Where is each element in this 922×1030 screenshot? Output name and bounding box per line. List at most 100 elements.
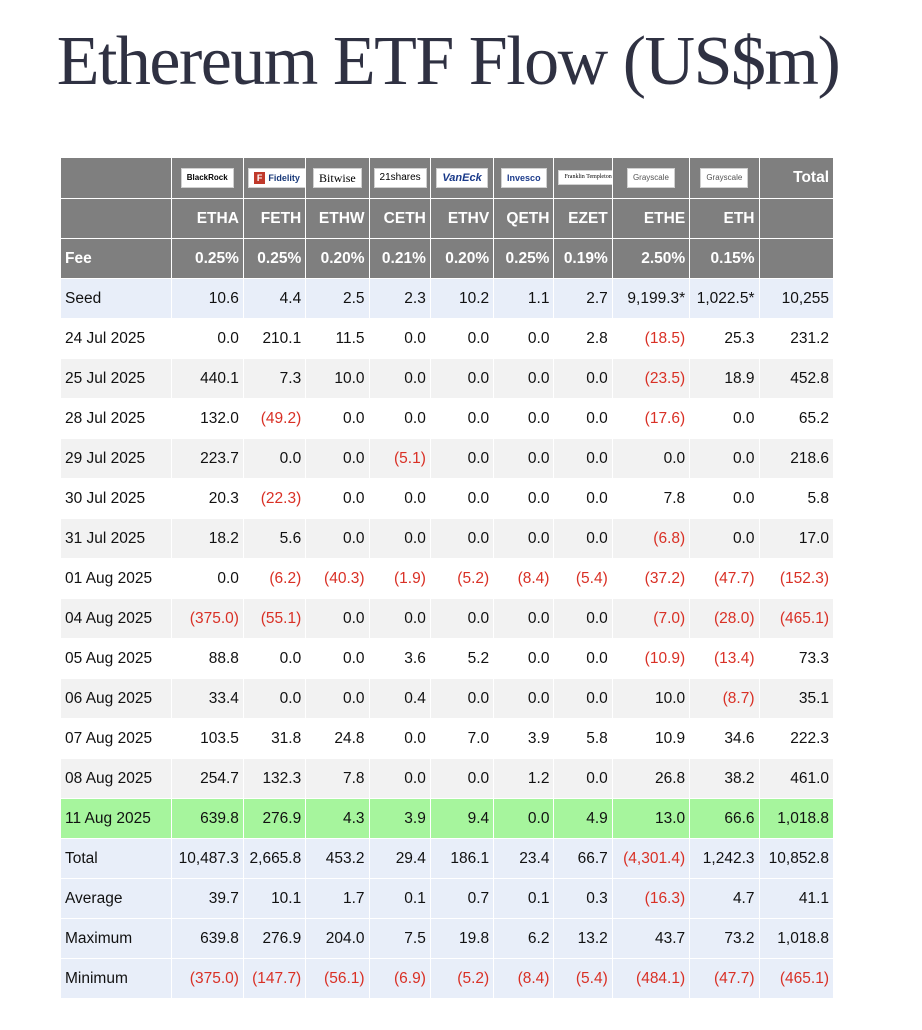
flow-value: 5.2 (429, 638, 495, 679)
flow-value: 0.0 (553, 638, 613, 679)
flow-value: 0.0 (429, 598, 495, 639)
flow-value: 0.0 (368, 398, 431, 439)
row-label: Average (60, 878, 172, 919)
table-row: 24 Jul 2025 0.0 210.1 11.5 0.0 0.0 0.0 2.8 (18.5… (60, 318, 834, 359)
flow-value: 10,852.8 (758, 838, 834, 879)
flow-value: 2.7 (553, 278, 613, 319)
issuer-cell: Bitwise (305, 157, 370, 199)
flow-value: 1,242.3 (689, 838, 760, 879)
flow-value: (465.1) (758, 958, 834, 999)
flow-value: 6.2 (493, 918, 555, 959)
flow-value: 0.0 (493, 358, 555, 399)
flow-value: 73.2 (689, 918, 760, 959)
flow-value: 0.0 (368, 478, 431, 519)
flow-value: 0.0 (242, 438, 307, 479)
table-row: Total 10,487.3 2,665.8 453.2 29.4 186.1 23.4 66… (60, 838, 834, 879)
total-header: Total (758, 157, 834, 199)
row-label: 30 Jul 2025 (60, 478, 172, 519)
issuer-cell: VanEck (429, 157, 495, 199)
flow-value: 1,018.8 (758, 918, 834, 959)
flow-value: (17.6) (611, 398, 691, 439)
flow-value: 0.0 (493, 798, 555, 839)
flow-value: 29.4 (368, 838, 431, 879)
flow-value: 276.9 (242, 918, 307, 959)
flow-value: 1.2 (493, 758, 555, 799)
flow-value: 0.0 (305, 638, 370, 679)
flow-value: (6.9) (368, 958, 431, 999)
fee-value: 0.25% (242, 238, 307, 279)
flow-value: 7.3 (242, 358, 307, 399)
flow-value: (5.2) (429, 558, 495, 599)
issuer-logo-row: BlackRock Fidelity Bitwise 21shares VanE… (60, 157, 834, 199)
ticker-header: FETH (242, 198, 307, 239)
franklin-templeton-logo: Franklin Templeton (558, 170, 612, 186)
row-label: 31 Jul 2025 (60, 518, 172, 559)
flow-value: 0.0 (429, 678, 495, 719)
flow-value: 4.4 (242, 278, 307, 319)
row-label: 06 Aug 2025 (60, 678, 172, 719)
etf-flow-table: BlackRock Fidelity Bitwise 21shares VanE… (60, 157, 834, 999)
flow-value: 17.0 (758, 518, 834, 559)
grayscale-logo: Grayscale (700, 168, 749, 188)
flow-value: 0.0 (429, 358, 495, 399)
flow-value: (7.0) (611, 598, 691, 639)
flow-value: 19.8 (429, 918, 495, 959)
table-body: Seed 10.6 4.4 2.5 2.3 10.2 1.1 2.7 9,199.3* 1,022… (60, 278, 834, 999)
flow-value: (5.2) (429, 958, 495, 999)
flow-value: (1.9) (368, 558, 431, 599)
flow-value: (8.4) (493, 958, 555, 999)
table-row: 01 Aug 2025 0.0 (6.2) (40.3) (1.9) (5.2) (8.4)… (60, 558, 834, 599)
flow-value: 2.5 (305, 278, 370, 319)
issuer-cell: Fidelity (242, 157, 307, 199)
flow-value: 11.5 (305, 318, 370, 359)
flow-value: 0.0 (493, 598, 555, 639)
flow-value: (56.1) (305, 958, 370, 999)
fee-value: 0.25% (170, 238, 244, 279)
flow-value: 0.0 (493, 478, 555, 519)
flow-value: (55.1) (242, 598, 307, 639)
flow-value: 0.0 (553, 758, 613, 799)
issuer-header-blank (60, 157, 172, 199)
flow-value: 0.0 (429, 518, 495, 559)
ticker-header: ETHW (305, 198, 370, 239)
ticker-header: ETHA (170, 198, 244, 239)
flow-value: 5.6 (242, 518, 307, 559)
21shares-logo: 21shares (373, 168, 427, 188)
row-label: 08 Aug 2025 (60, 758, 172, 799)
flow-value: 0.1 (493, 878, 555, 919)
flow-value: 0.0 (429, 398, 495, 439)
flow-value: 88.8 (170, 638, 244, 679)
flow-value: 43.7 (611, 918, 691, 959)
flow-value: (5.4) (553, 958, 613, 999)
issuer-cell: Grayscale (611, 157, 691, 199)
flow-value: 9,199.3* (611, 278, 691, 319)
flow-value: 7.5 (368, 918, 431, 959)
flow-value: 0.0 (553, 398, 613, 439)
flow-value: 7.8 (305, 758, 370, 799)
flow-value: 10.1 (242, 878, 307, 919)
flow-value: (18.5) (611, 318, 691, 359)
ticker-row: ETHA FETH ETHW CETH ETHV QETH EZET ETHE ETH (60, 198, 834, 239)
flow-value: 3.6 (368, 638, 431, 679)
flow-value: 9.4 (429, 798, 495, 839)
table-row: 06 Aug 2025 33.4 0.0 0.0 0.4 0.0 0.0 0.0 10.0 (8.… (60, 678, 834, 719)
table-row: Average 39.7 10.1 1.7 0.1 0.7 0.1 0.3 (16.3) 4.7 4… (60, 878, 834, 919)
flow-value: 0.0 (305, 478, 370, 519)
issuer-cell: Franklin Templeton (553, 157, 613, 199)
table-row: Minimum (375.0) (147.7) (56.1) (6.9) (5.2) (8.… (60, 958, 834, 999)
table-row: 30 Jul 2025 20.3 (22.3) 0.0 0.0 0.0 0.0 0.0 7.8 0… (60, 478, 834, 519)
fee-value: 0.21% (368, 238, 431, 279)
flow-value: (465.1) (758, 598, 834, 639)
flow-value: 0.0 (493, 638, 555, 679)
flow-value: 0.0 (493, 318, 555, 359)
flow-value: 0.0 (553, 358, 613, 399)
fee-row: Fee 0.25% 0.25% 0.20% 0.21% 0.20% 0.25% 0.19% 2… (60, 238, 834, 279)
row-label: 29 Jul 2025 (60, 438, 172, 479)
flow-value: 0.0 (611, 438, 691, 479)
flow-value: 0.0 (305, 678, 370, 719)
flow-value: 440.1 (170, 358, 244, 399)
flow-value: 0.0 (493, 398, 555, 439)
ticker-header-blank (60, 198, 172, 239)
flow-value: 66.6 (689, 798, 760, 839)
table-row: 25 Jul 2025 440.1 7.3 10.0 0.0 0.0 0.0 0.0 (23.5… (60, 358, 834, 399)
